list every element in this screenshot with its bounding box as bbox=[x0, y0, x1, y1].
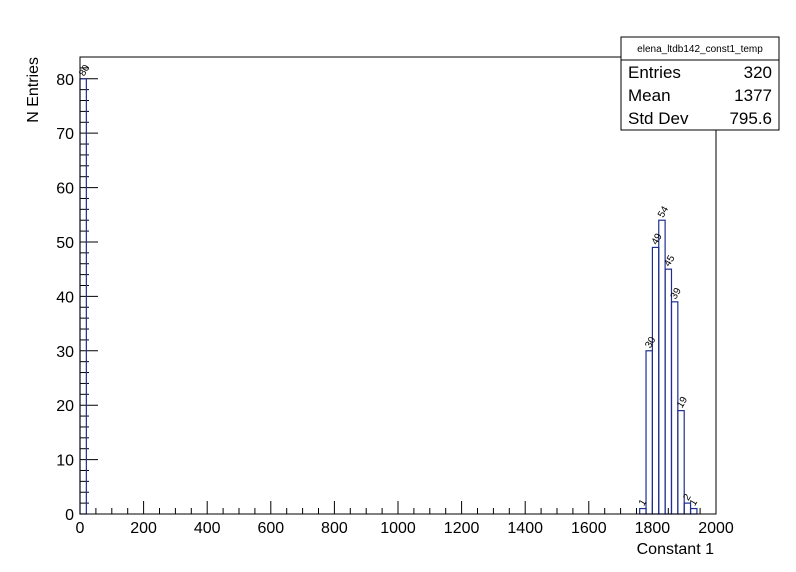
stats-entries-value: 320 bbox=[744, 63, 772, 82]
x-tick-label: 1600 bbox=[571, 520, 607, 537]
x-tick-label: 200 bbox=[130, 520, 157, 537]
bar-value-label: 1 bbox=[637, 497, 650, 508]
x-tick-label: 400 bbox=[194, 520, 221, 537]
stats-box-border bbox=[620, 36, 780, 131]
y-tick-label: 20 bbox=[56, 398, 74, 415]
stats-stddev-label: Std Dev bbox=[628, 109, 689, 128]
stats-mean-value: 1377 bbox=[734, 86, 772, 105]
y-tick-label: 40 bbox=[56, 289, 74, 306]
x-tick-label: 1800 bbox=[635, 520, 671, 537]
plot-frame bbox=[79, 56, 717, 515]
bar-value-label: 1 bbox=[688, 497, 701, 508]
x-tick-label: 800 bbox=[321, 520, 348, 537]
y-tick-label: 0 bbox=[65, 507, 74, 524]
bar-value-label: 80 bbox=[77, 63, 92, 79]
x-tick-label: 1200 bbox=[444, 520, 480, 537]
bar-value-label: 39 bbox=[669, 286, 684, 302]
y-tick-label: 50 bbox=[56, 235, 74, 252]
y-tick-label: 10 bbox=[56, 453, 74, 470]
x-tick-label: 1400 bbox=[507, 520, 543, 537]
bar-value-label: 30 bbox=[643, 335, 658, 351]
stats-box: elena_ltdb142_const1_temp Entries 320 Me… bbox=[620, 36, 780, 131]
x-axis-title: Constant 1 bbox=[637, 541, 714, 558]
x-tick-label: 0 bbox=[76, 520, 85, 537]
y-tick-label: 60 bbox=[56, 181, 74, 198]
bar-value-label: 54 bbox=[656, 204, 671, 220]
bar-value-label: 2 bbox=[681, 492, 694, 503]
stats-box-title: elena_ltdb142_const1_temp bbox=[637, 44, 763, 55]
stats-entries-label: Entries bbox=[628, 63, 681, 82]
x-tick-label: 1000 bbox=[380, 520, 416, 537]
bar-value-label: 45 bbox=[662, 253, 677, 269]
y-tick-label: 30 bbox=[56, 344, 74, 361]
y-axis-title: N Entries bbox=[25, 57, 42, 123]
bar-value-label: 49 bbox=[650, 231, 665, 247]
y-tick-label: 70 bbox=[56, 126, 74, 143]
stats-mean-label: Mean bbox=[628, 86, 671, 105]
stats-stddev-value: 795.6 bbox=[729, 109, 772, 128]
bar-value-label: 19 bbox=[675, 395, 690, 411]
x-tick-label: 2000 bbox=[698, 520, 734, 537]
ticks-layer: 0 200 400 600 800 1000 1200 1400 1600 1800 2000 0 10… bbox=[56, 56, 734, 537]
y-tick-label: 80 bbox=[56, 72, 74, 89]
x-tick-label: 600 bbox=[257, 520, 284, 537]
